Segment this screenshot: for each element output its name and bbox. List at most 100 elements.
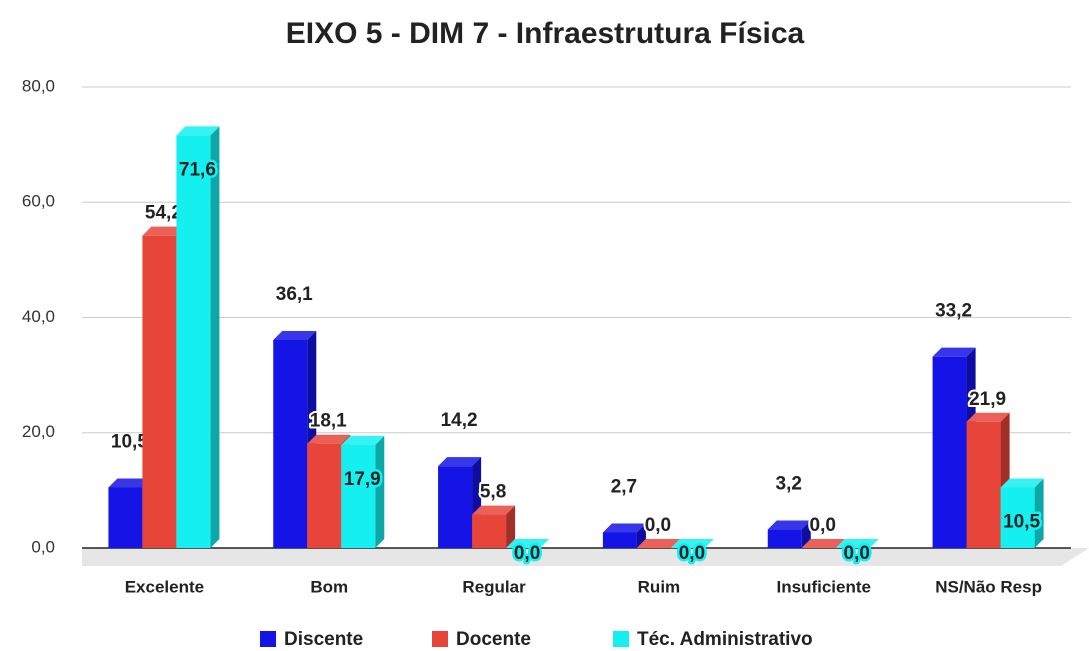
bar-face (767, 529, 802, 548)
bar-face (1000, 478, 1044, 488)
data-label: 0,0 (810, 515, 836, 536)
bar-face (142, 226, 186, 236)
bar-face (932, 347, 976, 357)
bar (801, 539, 845, 548)
x-tick-label: NS/Não Resp (935, 577, 1042, 596)
bar-face (932, 347, 976, 357)
x-tick-label: Ruim (638, 577, 681, 596)
bar-face (602, 523, 646, 533)
bar-face (506, 539, 550, 548)
bar-face (438, 457, 482, 467)
legend-swatch (613, 631, 629, 647)
bar-face (472, 505, 516, 515)
data-label: 10,5 (111, 432, 148, 453)
bar-face (1034, 478, 1044, 548)
bar-face (438, 466, 473, 548)
y-tick-label: 0,0 (31, 537, 55, 556)
bar-face (932, 356, 967, 548)
bar-face (142, 226, 186, 236)
data-label: 21,9 (969, 389, 1006, 410)
bar-face (506, 505, 516, 548)
data-label: 14,2 (441, 410, 478, 431)
bar-face (636, 539, 680, 548)
bar (176, 126, 220, 548)
bar-face (602, 523, 646, 533)
bar-face (1000, 478, 1044, 488)
bar (966, 412, 1010, 548)
data-label: 36,1 (276, 284, 313, 305)
bar-face (1000, 487, 1035, 548)
bar-face (602, 532, 637, 548)
bar-face (108, 478, 152, 488)
bar (670, 539, 714, 548)
bar-face (307, 434, 351, 444)
bar-face (801, 539, 845, 548)
bar-face (341, 444, 376, 548)
bar-face (307, 443, 342, 548)
bar-face (1034, 478, 1044, 548)
y-tick-label: 40,0 (22, 307, 55, 326)
data-label: 17,9 (344, 469, 381, 490)
bar-face (767, 520, 811, 530)
bar-face (472, 514, 507, 548)
bar-face (636, 523, 646, 548)
data-label: 54,2 (145, 203, 182, 224)
x-tick-label: Excelente (125, 577, 204, 596)
bar-face (801, 520, 811, 548)
bar-face (966, 412, 1010, 422)
bar-face (636, 523, 646, 548)
data-label: 2,7 (611, 476, 637, 497)
bar-face (375, 435, 385, 548)
bar-face (176, 126, 220, 136)
bar (472, 505, 516, 548)
legend-label: Docente (456, 629, 531, 650)
x-tick-label: Insuficiente (777, 577, 871, 596)
data-label: 10,5 (1003, 512, 1040, 533)
bar-face (375, 435, 385, 548)
bar-face (472, 505, 516, 515)
bar (506, 539, 550, 548)
bar-face (506, 505, 516, 548)
bar-face (801, 539, 845, 548)
bar (835, 539, 879, 548)
y-tick-label: 60,0 (22, 192, 55, 211)
bar-face (273, 330, 317, 340)
bar (602, 523, 646, 548)
bar-face (966, 412, 1010, 422)
bar-face (670, 539, 714, 548)
bar-face (307, 434, 351, 444)
x-tick-label: Bom (310, 577, 348, 596)
y-tick-label: 80,0 (22, 76, 55, 95)
bar-face (176, 135, 211, 548)
data-label: 0,0 (679, 543, 705, 564)
bar-face (801, 520, 811, 548)
data-label: 33,2 (935, 301, 972, 322)
bar (1000, 478, 1044, 548)
bar-face (438, 457, 482, 467)
data-label: 0,0 (645, 515, 671, 536)
legend-swatch (432, 631, 448, 647)
bar-face (341, 435, 385, 445)
data-label: 5,8 (480, 482, 506, 503)
data-label: 0,0 (514, 543, 540, 564)
bar-face (142, 235, 177, 549)
bar (767, 520, 811, 548)
bar-face (176, 126, 220, 136)
floor (82, 548, 1089, 566)
bar-face (341, 435, 385, 445)
bar-face (273, 330, 317, 340)
bar-face (108, 478, 152, 488)
data-label: 18,1 (310, 411, 347, 432)
data-label: 0,0 (844, 543, 870, 564)
bar-face (767, 520, 811, 530)
bar-face (506, 539, 550, 548)
data-label: 3,2 (776, 474, 802, 495)
bar-face (273, 339, 308, 548)
data-label: 71,6 (179, 159, 216, 180)
bar-face (108, 487, 143, 548)
bar (636, 539, 680, 548)
legend-label: Discente (284, 629, 363, 650)
bar-face (835, 539, 879, 548)
bar-face (670, 539, 714, 548)
